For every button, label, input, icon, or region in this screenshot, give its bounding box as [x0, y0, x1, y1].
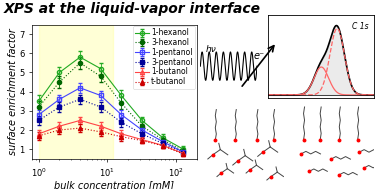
X-axis label: bulk concentration [mM]: bulk concentration [mM]: [54, 180, 174, 189]
Text: C 1s: C 1s: [352, 22, 369, 31]
Text: e⁻: e⁻: [254, 51, 265, 61]
Text: hν: hν: [206, 45, 217, 54]
Y-axis label: surface enrichment factor: surface enrichment factor: [8, 28, 18, 155]
Legend: 1-hexanol, 3-hexanol, 1-pentanol, 3-pentanol, 1-butanol, t-butanol: 1-hexanol, 3-hexanol, 1-pentanol, 3-pent…: [133, 26, 195, 88]
Bar: [39, 25, 113, 159]
Text: XPS at the liquid-vapor interface: XPS at the liquid-vapor interface: [4, 2, 261, 16]
